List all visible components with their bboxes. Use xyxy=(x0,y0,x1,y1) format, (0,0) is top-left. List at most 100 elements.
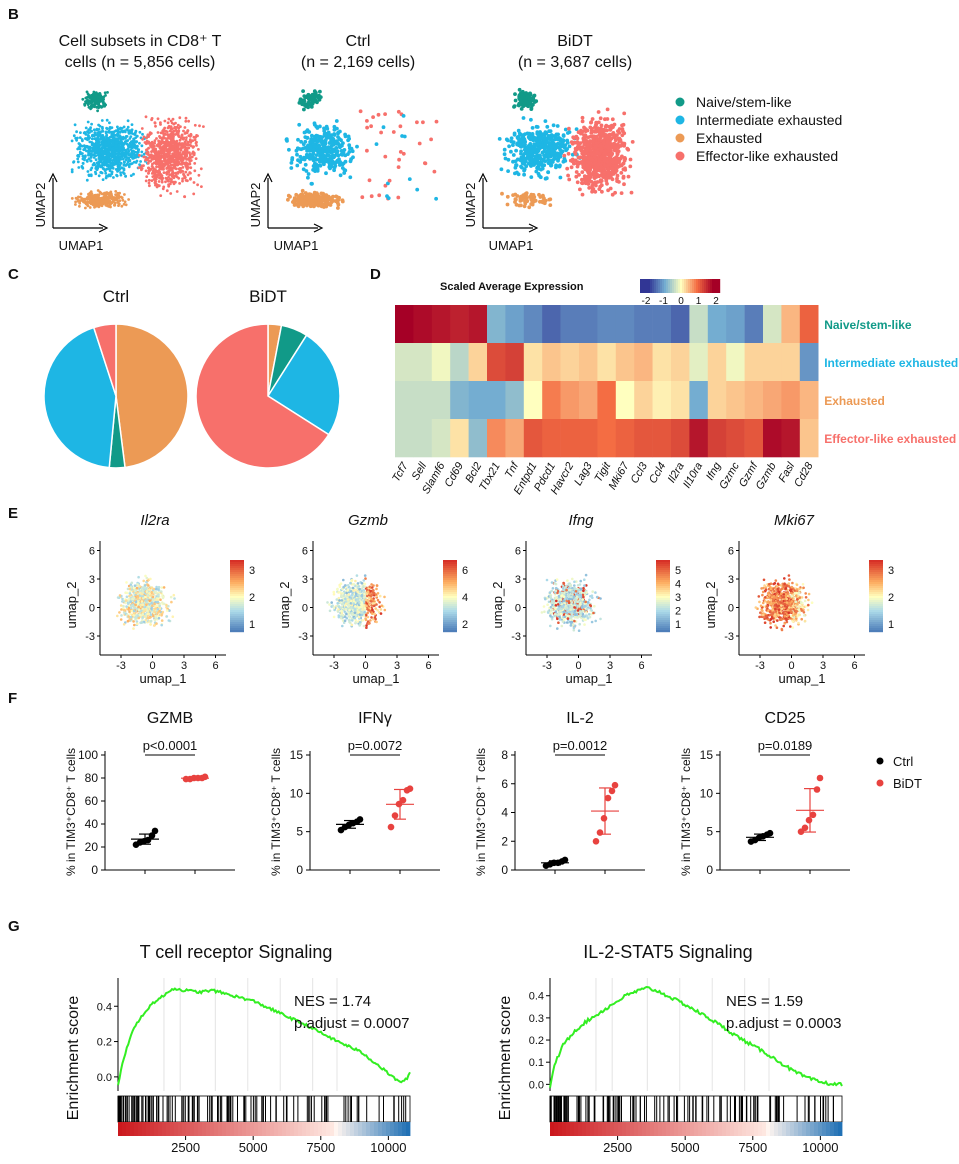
umap-point xyxy=(127,153,130,157)
umap-point xyxy=(121,198,125,202)
umap-point xyxy=(98,124,102,128)
umap-point xyxy=(521,116,526,120)
umap-point xyxy=(295,152,299,157)
umap-point xyxy=(86,130,89,134)
umap-point xyxy=(80,144,84,148)
feature-point xyxy=(133,606,137,610)
feature-point xyxy=(148,596,152,599)
feature-point xyxy=(151,595,155,599)
umap-point xyxy=(184,119,188,123)
umap-point xyxy=(593,189,598,194)
umap-point xyxy=(324,193,329,198)
umap-point xyxy=(336,142,341,146)
feature-point xyxy=(125,605,128,608)
feature-point xyxy=(154,591,158,594)
panel-letter-d: D xyxy=(370,266,381,283)
umap-point xyxy=(185,167,189,171)
umap-point xyxy=(79,195,82,199)
umap-point xyxy=(126,128,129,132)
umap-point xyxy=(587,186,592,190)
umap-point xyxy=(558,137,562,141)
feature-point xyxy=(167,604,170,608)
umap-point xyxy=(566,151,571,156)
umap-point xyxy=(580,181,584,185)
umap-point xyxy=(540,166,545,171)
umap-point xyxy=(87,95,91,99)
umap-point xyxy=(99,134,103,137)
feature-point xyxy=(134,603,137,607)
umap-point xyxy=(598,156,603,161)
umap-point xyxy=(192,153,196,157)
umap-point xyxy=(326,130,331,135)
umap-point xyxy=(318,89,322,94)
colorbar-segment xyxy=(712,279,715,293)
umap-point xyxy=(626,174,631,179)
umap-point xyxy=(142,152,146,156)
umap-point xyxy=(105,195,109,199)
umap-point xyxy=(329,135,333,140)
feature-point xyxy=(165,615,169,618)
feature-point xyxy=(152,614,155,618)
umap-point xyxy=(107,205,111,208)
heatmap-cell xyxy=(560,419,580,458)
umap-point xyxy=(620,127,625,131)
umap-point xyxy=(88,201,92,205)
umap-point xyxy=(76,154,79,158)
heatmap-cell xyxy=(597,305,617,344)
umap-point xyxy=(549,133,554,137)
umap-point xyxy=(526,152,530,157)
umap-point xyxy=(126,125,130,129)
umap-point xyxy=(92,197,96,201)
feature-point xyxy=(160,590,163,593)
umap-point xyxy=(193,138,197,142)
umap-point xyxy=(147,181,151,185)
feature-point xyxy=(119,604,123,607)
umap-point xyxy=(145,175,149,179)
umap-point xyxy=(548,197,553,202)
umap-point xyxy=(158,160,162,163)
feature-point xyxy=(136,622,139,625)
umap-point xyxy=(106,199,109,202)
panel-letter-b: B xyxy=(8,6,19,23)
umap-point xyxy=(415,187,420,192)
umap-point xyxy=(385,194,389,199)
umap-point xyxy=(609,166,613,171)
umap-point xyxy=(606,166,610,171)
umap-point xyxy=(156,143,160,147)
umap-point xyxy=(114,168,118,171)
umap-point xyxy=(118,140,122,144)
umap-point xyxy=(575,145,580,149)
umap-point xyxy=(95,147,99,151)
colorbar-segment xyxy=(684,279,687,293)
umap-point xyxy=(321,153,326,157)
umap-point xyxy=(567,126,571,131)
umap-point xyxy=(305,146,310,151)
umap-point xyxy=(317,97,322,102)
umap-point xyxy=(165,141,169,145)
umap-point xyxy=(129,135,133,139)
feature-point xyxy=(138,596,142,600)
umap-point xyxy=(184,170,188,174)
umap-point xyxy=(166,160,170,164)
umap-point xyxy=(114,193,117,197)
feature-point xyxy=(129,600,133,603)
heatmap-cell xyxy=(579,419,598,458)
feature-point xyxy=(135,620,139,623)
umap-point xyxy=(578,187,582,192)
umap-point xyxy=(583,181,588,186)
umap-point xyxy=(519,164,523,169)
umap-point xyxy=(202,125,205,128)
umap-point xyxy=(598,116,603,121)
umap-point xyxy=(146,152,149,156)
umap-point xyxy=(138,141,141,145)
umap-point xyxy=(314,90,318,95)
umap-point xyxy=(531,148,536,153)
feature-point xyxy=(158,606,162,610)
umap-point xyxy=(119,171,122,175)
umap-point xyxy=(156,175,159,178)
umap-point xyxy=(607,156,612,160)
umap-point xyxy=(107,140,111,144)
umap-point xyxy=(303,162,308,167)
umap-point xyxy=(147,156,150,160)
colorbar-segment xyxy=(658,279,661,293)
